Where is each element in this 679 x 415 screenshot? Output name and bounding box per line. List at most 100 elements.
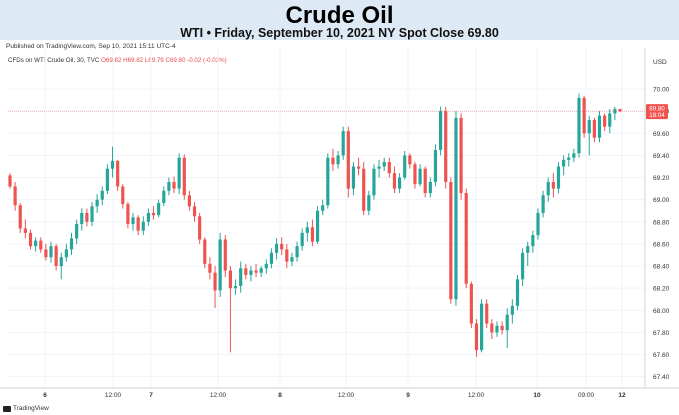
chart-title: Crude Oil xyxy=(285,2,394,29)
x-tick-label: 12:00 xyxy=(338,392,355,399)
candle-body xyxy=(85,212,89,222)
legend-low: L69.79 xyxy=(144,57,164,64)
tradingview-logo-icon xyxy=(3,405,11,412)
candle-body xyxy=(500,325,504,331)
x-tick-label: 09:00 xyxy=(578,392,595,399)
candle-body xyxy=(64,249,68,258)
candle-body xyxy=(254,270,258,273)
candle-body xyxy=(459,117,463,194)
last-price-value: 69.80 xyxy=(649,106,665,113)
candle-body xyxy=(536,212,540,236)
y-tick-label: 68.40 xyxy=(653,264,670,271)
candle-body xyxy=(418,168,422,185)
candle-body xyxy=(54,246,58,267)
candle-body xyxy=(249,270,253,275)
legend-high: H69.82 xyxy=(123,57,144,64)
candle-body xyxy=(264,263,268,269)
y-axis-currency: USD xyxy=(653,59,667,66)
candle-body xyxy=(177,157,181,189)
candle-body xyxy=(121,186,125,205)
candle-body xyxy=(387,162,391,174)
header-banner xyxy=(0,0,679,40)
candle-body xyxy=(321,205,325,211)
candle-body xyxy=(305,227,309,233)
candles-layer xyxy=(8,93,622,357)
x-axis: 6 12:00 7 12:00 8 12:00 9 12:00 10 09:00 12 xyxy=(0,387,679,399)
candle-body xyxy=(146,212,150,222)
candle-body xyxy=(23,228,27,233)
candle-body xyxy=(213,272,217,291)
legend-open: O69.82 xyxy=(101,57,122,64)
candle-body xyxy=(469,283,473,324)
candle-body xyxy=(162,190,166,204)
candle-body xyxy=(392,173,397,189)
candle-body xyxy=(44,249,48,258)
candle-body xyxy=(75,224,79,239)
y-tick-label: 67.60 xyxy=(653,352,670,359)
candle-body xyxy=(341,131,345,156)
x-tick-label: 12:00 xyxy=(210,392,227,399)
candle-body xyxy=(403,155,407,178)
candle-body xyxy=(556,166,561,189)
candle-body xyxy=(510,305,514,315)
last-price-badge xyxy=(646,104,668,120)
candle-body xyxy=(336,155,340,165)
candle-body xyxy=(28,232,33,247)
candle-body xyxy=(269,252,274,264)
y-tick-label: 69.40 xyxy=(653,153,670,160)
candle-body xyxy=(485,303,489,324)
candle-body xyxy=(208,263,212,273)
candle-body xyxy=(367,195,371,211)
x-tick-label: 7 xyxy=(149,392,153,399)
candle-body xyxy=(474,323,479,351)
candle-body xyxy=(397,177,402,189)
candle-body xyxy=(192,206,197,217)
candle-body xyxy=(541,195,545,213)
y-tick-label: 68.00 xyxy=(653,308,670,315)
candle-body xyxy=(182,157,186,196)
x-tick-label: 8 xyxy=(278,392,282,399)
candle-body xyxy=(151,212,156,216)
tradingview-logo-text: TradingView xyxy=(13,405,49,412)
candle-body xyxy=(495,325,499,333)
candle-body xyxy=(597,115,602,138)
candle-body xyxy=(203,239,207,264)
candle-body xyxy=(577,97,581,154)
candle-body xyxy=(521,252,525,280)
y-tick-label: 69.20 xyxy=(653,175,670,182)
candle-body xyxy=(505,314,509,331)
candle-body xyxy=(551,181,555,189)
candle-body xyxy=(274,243,279,253)
candle-body xyxy=(300,232,304,247)
candle-body xyxy=(433,149,438,182)
candle-body xyxy=(608,113,612,127)
candle-body xyxy=(310,227,315,242)
candle-body xyxy=(285,249,289,262)
ohlc-legend: CFDs on WTI Crude Oil, 30, TVC O69.82 H6… xyxy=(8,57,227,64)
grid-lines xyxy=(8,48,645,388)
legend-symbol: CFDs on WTI Crude Oil, 30, TVC xyxy=(8,57,100,64)
candle-body xyxy=(572,153,576,158)
candle-body xyxy=(69,238,74,250)
candle-body xyxy=(351,166,356,189)
candle-body xyxy=(59,257,63,267)
candle-body xyxy=(239,268,243,286)
candle-body xyxy=(464,193,468,284)
candle-body xyxy=(105,168,109,191)
candle-body xyxy=(531,235,535,247)
y-tick-label: 68.60 xyxy=(653,241,670,248)
x-tick-label: 9 xyxy=(406,392,410,399)
candle-body xyxy=(362,168,366,211)
legend-close: C69.80 xyxy=(165,57,186,64)
candle-body xyxy=(295,246,299,258)
published-note: Published on TradingView.com, Sep 10, 20… xyxy=(6,43,176,50)
candle-body xyxy=(110,160,115,169)
candle-body xyxy=(428,181,432,194)
candle-body xyxy=(326,157,330,206)
candle-body xyxy=(198,216,202,240)
tradingview-logo[interactable]: TradingView xyxy=(3,405,49,412)
y-tick-label: 67.80 xyxy=(653,330,670,337)
x-tick-label: 12 xyxy=(618,392,626,399)
candle-body xyxy=(290,257,294,262)
